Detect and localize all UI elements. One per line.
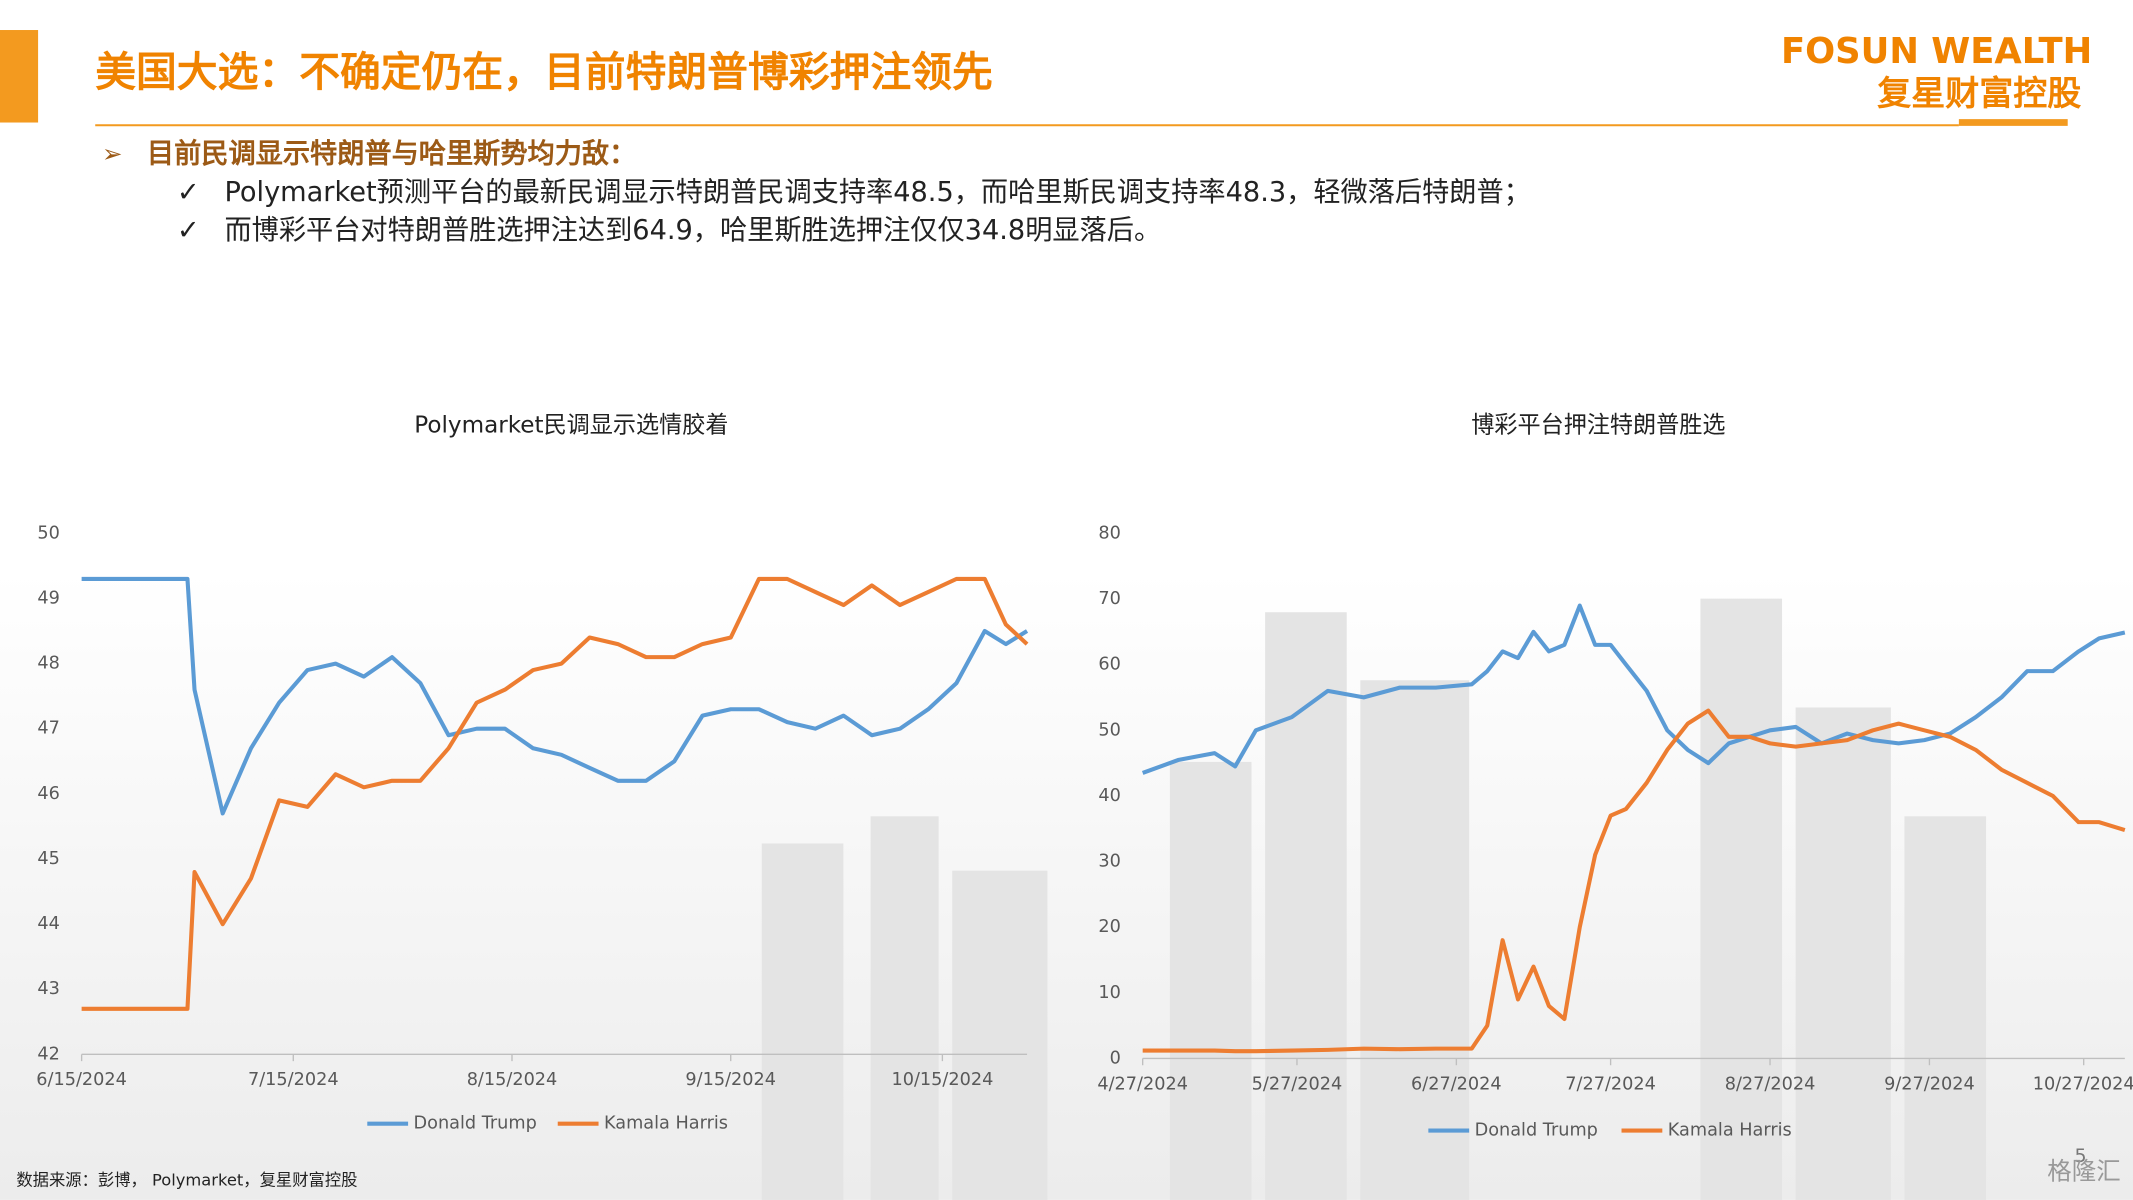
y-tick-label: 80 [1098, 523, 1121, 543]
y-tick-label: 30 [1098, 852, 1121, 872]
y-tick-label: 10 [1098, 983, 1121, 1003]
chart-title: 博彩平台押注特朗普胜选 [1471, 412, 1725, 438]
y-tick-label: 47 [37, 719, 60, 739]
y-tick-label: 70 [1098, 589, 1121, 609]
data-line [1141, 603, 2126, 775]
y-tick-label: 50 [37, 523, 60, 543]
bullet-item: 而博彩平台对特朗普胜选押注达到64.9，哈里斯胜选押注仅仅34.8明显落后。 [224, 215, 1161, 246]
legend-label: Donald Trump [1475, 1121, 1598, 1141]
bullet-heading: 目前民调显示特朗普与哈里斯势均力敌： [147, 138, 636, 170]
title-accent [0, 30, 39, 123]
x-tick-label: 9/15/2024 [685, 1070, 776, 1090]
data-line [81, 576, 1029, 816]
x-tick-label: 10/27/2024 [2033, 1074, 2133, 1094]
logo-cn: 复星财富控股 [1877, 74, 2081, 114]
skyline [761, 598, 1987, 1200]
y-tick-label: 50 [1098, 720, 1121, 740]
y-tick-label: 20 [1098, 917, 1121, 937]
y-tick-label: 40 [1098, 786, 1121, 806]
x-tick-label: 6/15/2024 [36, 1070, 127, 1090]
y-tick-label: 42 [37, 1044, 60, 1064]
y-tick-label: 0 [1110, 1048, 1121, 1068]
y-tick-label: 49 [37, 588, 60, 608]
y-tick-label: 44 [37, 914, 60, 934]
x-tick-label: 6/27/2024 [1411, 1074, 1502, 1094]
y-tick-label: 43 [37, 979, 60, 999]
y-tick-label: 60 [1098, 655, 1121, 675]
source-note: 数据来源：彭博， Polymarket，复星财富控股 [16, 1170, 357, 1189]
x-tick-label: 10/15/2024 [891, 1070, 993, 1090]
chart-title: Polymarket民调显示选情胶着 [414, 412, 728, 438]
x-tick-label: 8/15/2024 [467, 1070, 558, 1090]
slide-title: 美国大选：不确定仍在，目前特朗普博彩押注领先 [95, 48, 993, 96]
legend-label: Donald Trump [414, 1114, 537, 1134]
bullet-arrow: ➢ [102, 139, 123, 168]
x-tick-label: 9/27/2024 [1884, 1074, 1975, 1094]
page-number: 5 [2075, 1145, 2087, 1167]
x-tick-label: 7/15/2024 [248, 1070, 339, 1090]
watermark: 格隆汇 [2047, 1157, 2120, 1186]
bullet-item: Polymarket预测平台的最新民调显示特朗普民调支持率48.5，而哈里斯民调… [224, 177, 1530, 208]
y-tick-label: 46 [37, 784, 60, 804]
x-tick-label: 8/27/2024 [1725, 1074, 1816, 1094]
check-mark: ✓ [177, 177, 200, 208]
y-tick-label: 48 [37, 654, 60, 674]
check-mark: ✓ [177, 215, 200, 246]
legend-label: Kamala Harris [604, 1114, 728, 1134]
x-tick-label: 4/27/2024 [1097, 1074, 1188, 1094]
data-line [1142, 708, 2126, 1054]
legend-label: Kamala Harris [1668, 1121, 1792, 1141]
x-tick-label: 5/27/2024 [1252, 1074, 1343, 1094]
x-tick-label: 7/27/2024 [1565, 1074, 1656, 1094]
logo-en: FOSUN WEALTH [1781, 31, 2092, 72]
data-line [81, 576, 1029, 1011]
y-tick-label: 45 [37, 849, 60, 869]
